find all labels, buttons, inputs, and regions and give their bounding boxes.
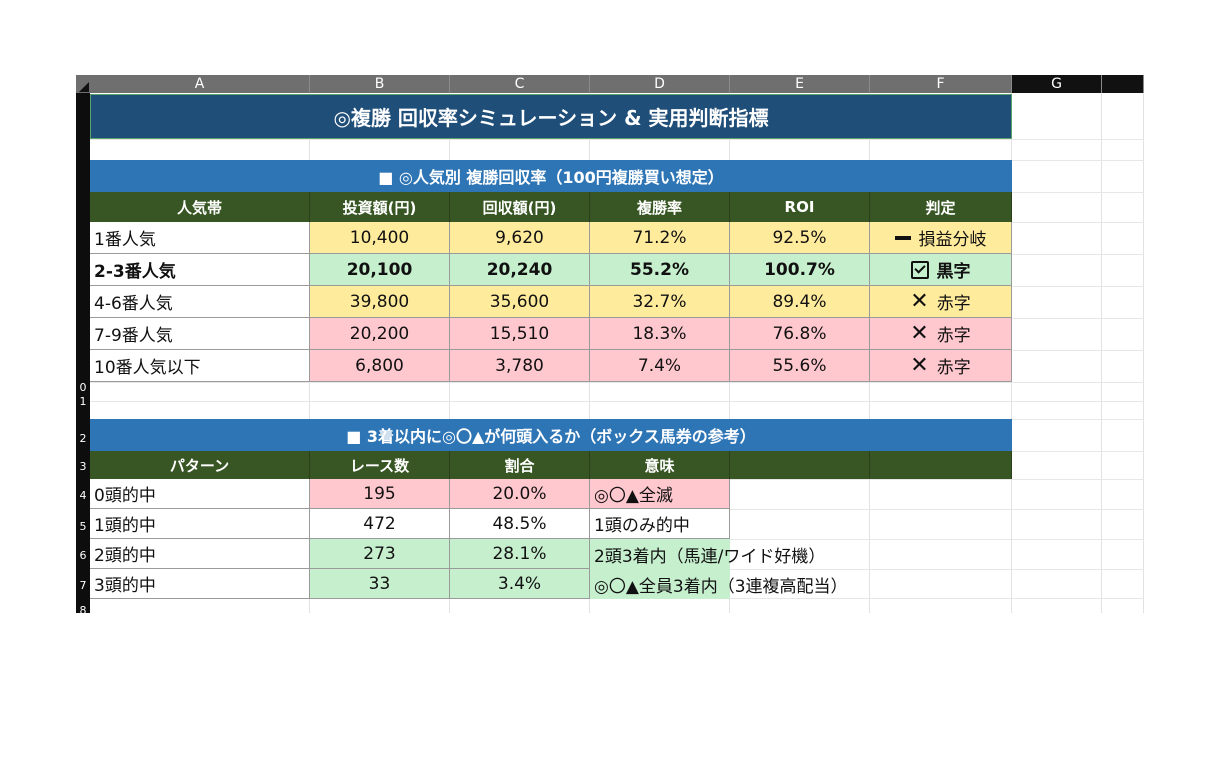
- s1-rate-cell[interactable]: 7.4%: [590, 350, 730, 382]
- s2-pct-cell[interactable]: 28.1%: [450, 539, 590, 569]
- gridline: [90, 401, 1144, 402]
- s1-header-cell[interactable]: 判定: [870, 192, 1012, 222]
- s1-verdict-cell[interactable]: ✕ 赤字: [870, 350, 1012, 382]
- s1-ret-cell[interactable]: 9,620: [450, 222, 590, 254]
- cross-icon: ✕: [910, 288, 929, 314]
- s2-pct-cell[interactable]: 20.0%: [450, 479, 590, 509]
- s1-roi-cell[interactable]: 100.7%: [730, 254, 870, 286]
- s1-invest-cell[interactable]: 20,200: [310, 318, 450, 350]
- row-number[interactable]: 0: [79, 381, 87, 394]
- s1-roi-cell[interactable]: 55.6%: [730, 350, 870, 382]
- gridline: [1101, 93, 1102, 613]
- s1-header-cell[interactable]: 投資額(円): [310, 192, 450, 222]
- s1-verdict-cell[interactable]: ✕ 赤字: [870, 286, 1012, 318]
- s2-pct-cell[interactable]: 48.5%: [450, 509, 590, 539]
- row-number[interactable]: 3: [79, 460, 87, 473]
- s1-row-label[interactable]: 10番人気以下: [90, 350, 310, 382]
- s1-row-label[interactable]: 7-9番人気: [90, 318, 310, 350]
- row-header-gutter: [76, 93, 90, 613]
- s1-row-label[interactable]: 1番人気: [90, 222, 310, 254]
- s2-row-label[interactable]: 2頭的中: [90, 539, 310, 569]
- s1-row-label[interactable]: 2-3番人気: [90, 254, 310, 286]
- column-header-next[interactable]: [1102, 75, 1144, 93]
- s2-header-cell[interactable]: レース数: [310, 451, 450, 479]
- checkbox-icon: [910, 260, 929, 279]
- s2-header-cell[interactable]: 割合: [450, 451, 590, 479]
- verdict-text: 損益分岐: [918, 230, 987, 250]
- row-number[interactable]: 5: [79, 520, 87, 533]
- s2-header-cell[interactable]: パターン: [90, 451, 310, 479]
- cross-icon: ✕: [910, 352, 929, 378]
- select-all-corner[interactable]: [76, 75, 90, 93]
- s1-header-cell[interactable]: 回収額(円): [450, 192, 590, 222]
- s1-header-cell[interactable]: ROI: [730, 192, 870, 222]
- row-number[interactable]: 2: [79, 432, 87, 445]
- s2-count-cell[interactable]: 33: [310, 569, 450, 599]
- s2-row-label[interactable]: 3頭的中: [90, 569, 310, 599]
- column-header-f[interactable]: F: [870, 75, 1012, 93]
- s1-verdict-cell[interactable]: 黒字: [870, 254, 1012, 286]
- s2-header-cell[interactable]: [870, 451, 1012, 479]
- verdict-text: 赤字: [936, 358, 971, 378]
- s2-meaning-cell[interactable]: 2頭3着内（馬連/ワイド好機）: [590, 539, 825, 569]
- verdict-text: 黒字: [936, 262, 971, 282]
- column-header-d[interactable]: D: [590, 75, 730, 93]
- gridline: [90, 382, 1144, 383]
- s1-ret-cell[interactable]: 35,600: [450, 286, 590, 318]
- verdict-text: 赤字: [936, 326, 971, 346]
- verdict-text: 赤字: [936, 294, 971, 314]
- s2-row-label[interactable]: 1頭的中: [90, 509, 310, 539]
- s1-ret-cell[interactable]: 3,780: [450, 350, 590, 382]
- s1-rate-cell[interactable]: 18.3%: [590, 318, 730, 350]
- s1-ret-cell[interactable]: 15,510: [450, 318, 590, 350]
- s1-rate-cell[interactable]: 55.2%: [590, 254, 730, 286]
- column-header-g[interactable]: G: [1012, 75, 1102, 93]
- row-number[interactable]: 7: [79, 579, 87, 592]
- row-number[interactable]: 4: [79, 489, 87, 502]
- column-header-c[interactable]: C: [450, 75, 590, 93]
- minus-icon: [894, 235, 911, 240]
- s1-invest-cell[interactable]: 6,800: [310, 350, 450, 382]
- s1-roi-cell[interactable]: 76.8%: [730, 318, 870, 350]
- s1-roi-cell[interactable]: 92.5%: [730, 222, 870, 254]
- section1-heading[interactable]: ■ ◎人気別 複勝回収率（100円複勝買い想定）: [90, 160, 1012, 192]
- s2-count-cell[interactable]: 472: [310, 509, 450, 539]
- column-header-b[interactable]: B: [310, 75, 450, 93]
- column-header-e[interactable]: E: [730, 75, 870, 93]
- s1-invest-cell[interactable]: 20,100: [310, 254, 450, 286]
- section2-heading[interactable]: ■ 3着以内に◎〇▲が何頭入るか（ボックス馬券の参考）: [90, 419, 1012, 451]
- s1-rate-cell[interactable]: 71.2%: [590, 222, 730, 254]
- row-number[interactable]: 8: [79, 604, 87, 613]
- s1-invest-cell[interactable]: 10,400: [310, 222, 450, 254]
- s1-invest-cell[interactable]: 39,800: [310, 286, 450, 318]
- s1-rate-cell[interactable]: 32.7%: [590, 286, 730, 318]
- s2-meaning-cell[interactable]: ◎〇▲全員3着内（3連複高配当）: [590, 569, 848, 599]
- s2-header-cell[interactable]: 意味: [590, 451, 730, 479]
- s1-roi-cell[interactable]: 89.4%: [730, 286, 870, 318]
- s1-verdict-cell[interactable]: ✕ 赤字: [870, 318, 1012, 350]
- s1-header-cell[interactable]: 複勝率: [590, 192, 730, 222]
- s2-row-label[interactable]: 0頭的中: [90, 479, 310, 509]
- s2-meaning-cell[interactable]: ◎〇▲全滅: [590, 479, 730, 509]
- row-number[interactable]: 6: [79, 549, 87, 562]
- s1-verdict-cell[interactable]: 損益分岐: [870, 222, 1012, 254]
- s2-count-cell[interactable]: 195: [310, 479, 450, 509]
- s1-ret-cell[interactable]: 20,240: [450, 254, 590, 286]
- s2-pct-cell[interactable]: 3.4%: [450, 569, 590, 599]
- s2-header-cell[interactable]: [730, 451, 870, 479]
- sheet-title[interactable]: ◎複勝 回収率シミュレーション & 実用判断指標: [90, 94, 1012, 139]
- s1-header-cell[interactable]: 人気帯: [90, 192, 310, 222]
- gridline: [1143, 93, 1144, 613]
- s2-count-cell[interactable]: 273: [310, 539, 450, 569]
- column-header-a[interactable]: A: [90, 75, 310, 93]
- row-number[interactable]: 1: [79, 395, 87, 408]
- s1-row-label[interactable]: 4-6番人気: [90, 286, 310, 318]
- s2-meaning-cell[interactable]: 1頭のみ的中: [590, 509, 730, 539]
- gridline: [90, 139, 1144, 140]
- cross-icon: ✕: [910, 320, 929, 346]
